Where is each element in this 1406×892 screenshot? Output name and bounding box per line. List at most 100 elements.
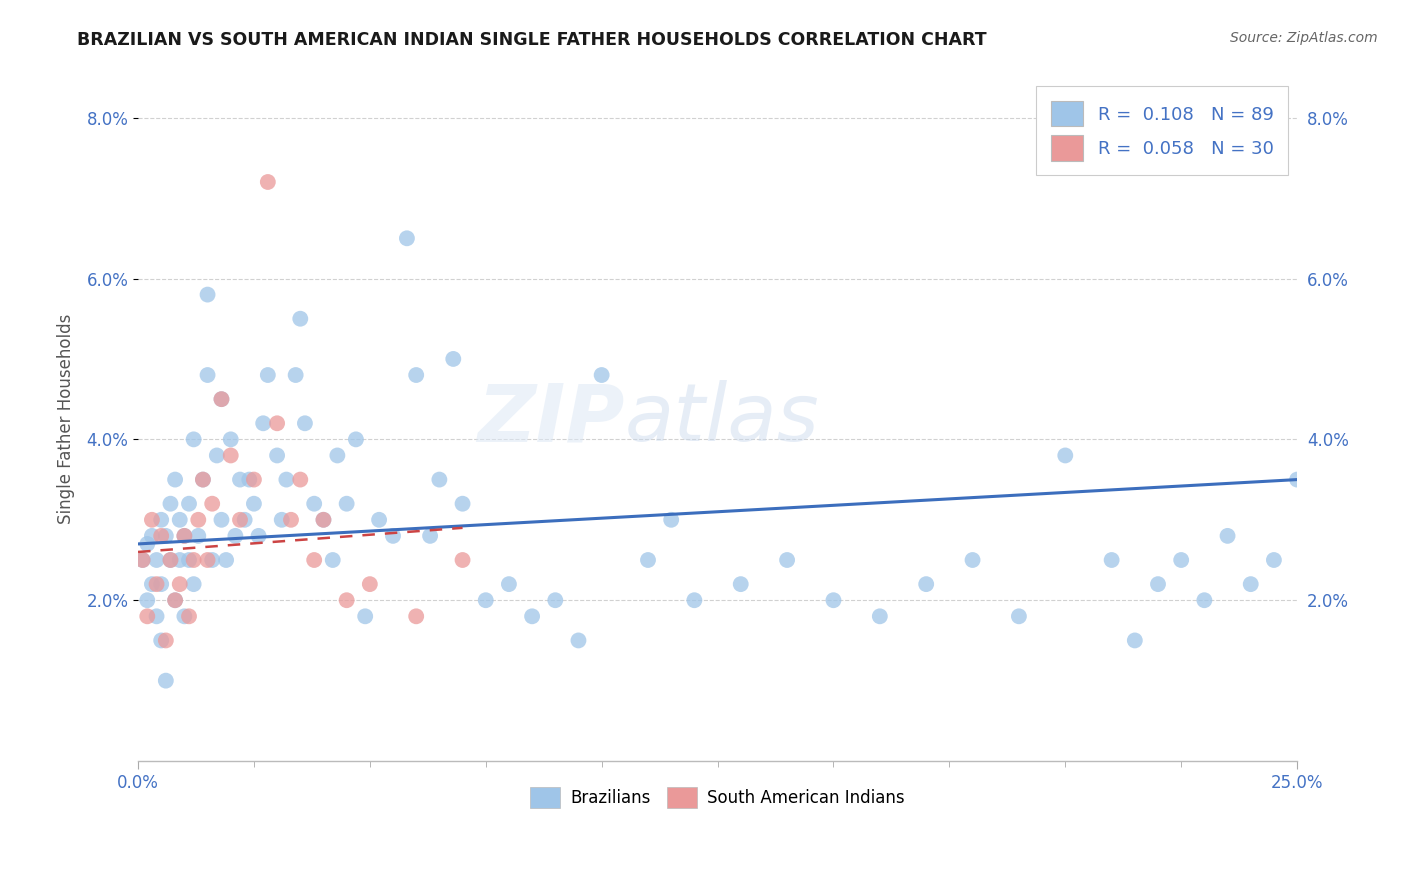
Point [155,633,177,648]
Point [405,368,427,382]
Text: BRAZILIAN VS SOUTH AMERICAN INDIAN SINGLE FATHER HOUSEHOLDS CORRELATION CHART: BRAZILIAN VS SOUTH AMERICAN INDIAN SINGL… [77,31,987,49]
Point [187,529,209,543]
Point [229,473,252,487]
Point [429,473,451,487]
Text: Source: ZipAtlas.com: Source: ZipAtlas.com [1230,31,1378,45]
Point [150,633,173,648]
Point [312,513,335,527]
Point [312,513,335,527]
Point [177,553,200,567]
Point [177,609,200,624]
Point [1263,553,1285,567]
Point [201,553,224,567]
Point [211,392,233,406]
Point [173,529,195,543]
Point [159,497,181,511]
Point [141,513,163,527]
Point [141,577,163,591]
Point [368,513,391,527]
Point [1008,609,1031,624]
Point [165,593,187,607]
Point [169,513,191,527]
Point [869,609,891,624]
Point [183,577,205,591]
Point [1286,473,1309,487]
Point [567,633,589,648]
Point [683,593,706,607]
Point [191,473,214,487]
Point [1101,553,1123,567]
Point [150,513,173,527]
Point [131,553,153,567]
Point [150,529,173,543]
Point [419,529,441,543]
Point [451,553,474,567]
Point [229,513,252,527]
Point [145,553,167,567]
Point [141,529,163,543]
Point [1216,529,1239,543]
Point [165,473,187,487]
Point [238,473,260,487]
Point [290,311,312,326]
Point [155,673,177,688]
Point [1170,553,1192,567]
Point [211,392,233,406]
Point [183,433,205,447]
Point [302,497,325,511]
Point [326,449,349,463]
Point [169,577,191,591]
Point [173,609,195,624]
Point [159,553,181,567]
Point [962,553,984,567]
Point [243,497,266,511]
Point [201,497,224,511]
Point [336,593,359,607]
Point [498,577,520,591]
Point [211,513,233,527]
Point [637,553,659,567]
Point [276,473,298,487]
Point [322,553,344,567]
Point [155,529,177,543]
Point [173,529,195,543]
Point [150,577,173,591]
Point [136,537,159,551]
Point [252,417,274,431]
Point [256,368,278,382]
Point [359,577,381,591]
Point [280,513,302,527]
Point [405,609,427,624]
Text: ZIP: ZIP [478,380,624,458]
Point [395,231,418,245]
Point [247,529,270,543]
Point [183,553,205,567]
Point [659,513,682,527]
Point [336,497,359,511]
Point [256,175,278,189]
Point [1123,633,1146,648]
Point [243,473,266,487]
Point [591,368,613,382]
Point [474,593,496,607]
Point [284,368,307,382]
Point [302,553,325,567]
Point [197,287,219,301]
Point [219,433,242,447]
Point [197,553,219,567]
Point [159,553,181,567]
Point [382,529,405,543]
Point [145,609,167,624]
Point [191,473,214,487]
Point [1054,449,1077,463]
Point [520,609,543,624]
Point [165,593,187,607]
Point [136,593,159,607]
Y-axis label: Single Father Households: Single Father Households [58,314,75,524]
Point [215,553,238,567]
Point [451,497,474,511]
Point [823,593,845,607]
Point [169,553,191,567]
Point [441,351,464,366]
Point [1240,577,1263,591]
